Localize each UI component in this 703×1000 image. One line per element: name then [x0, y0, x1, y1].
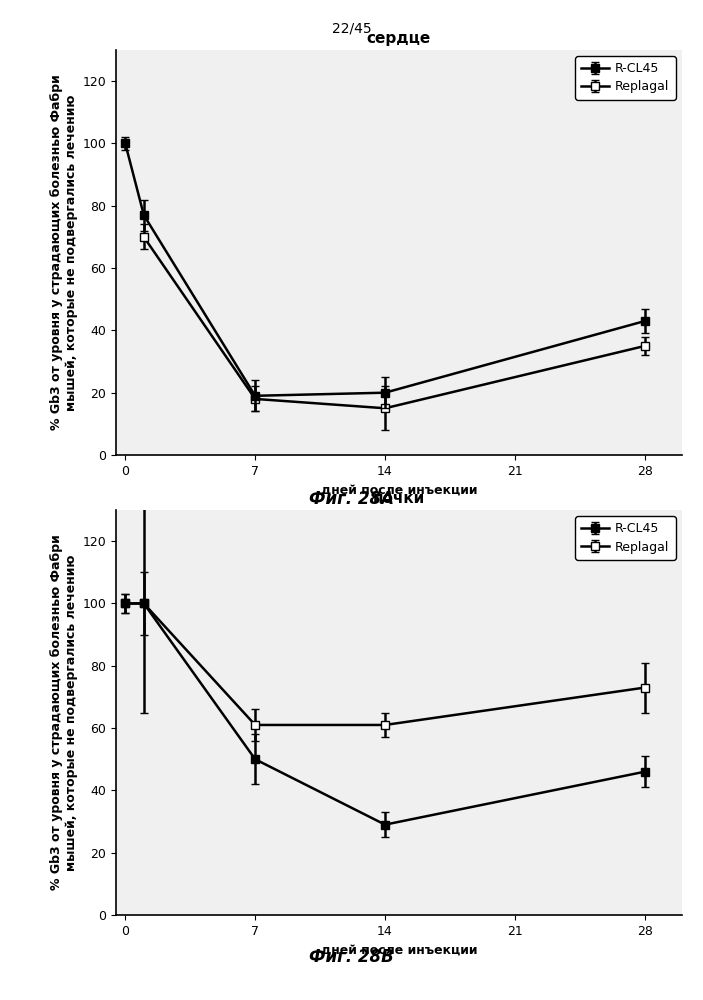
Y-axis label: % Gb3 от уровня у страдающих болезнью Фабри
мышей, которые не подвергались лечен: % Gb3 от уровня у страдающих болезнью Фа…: [50, 535, 78, 890]
Y-axis label: % Gb3 от уровня у страдающих болезнью Фабри
мышей, которые не подвергались лечен: % Gb3 от уровня у страдающих болезнью Фа…: [50, 75, 78, 430]
Legend: R-CL45, Replagal: R-CL45, Replagal: [575, 56, 676, 100]
Legend: R-CL45, Replagal: R-CL45, Replagal: [575, 516, 676, 560]
Text: Фиг. 28А: Фиг. 28А: [309, 490, 394, 508]
Title: почки: почки: [373, 491, 425, 506]
Title: сердце: сердце: [367, 31, 431, 46]
X-axis label: дней после инъекции: дней после инъекции: [321, 943, 477, 956]
Text: 22/45: 22/45: [332, 22, 371, 36]
Text: Фиг. 28B: Фиг. 28B: [309, 948, 394, 966]
X-axis label: дней после инъекции: дней после инъекции: [321, 483, 477, 496]
